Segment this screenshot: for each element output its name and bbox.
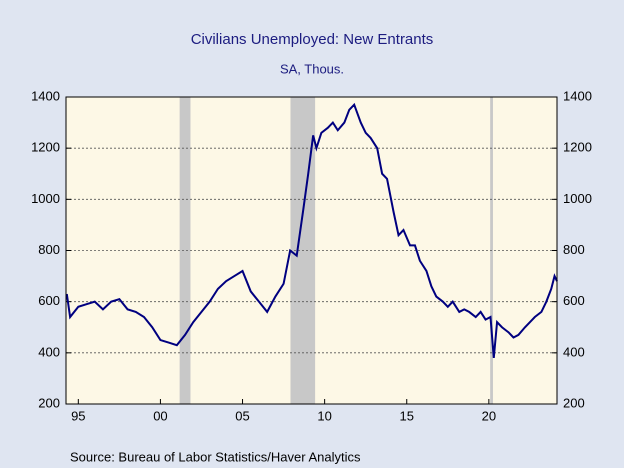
y-tick-label: 1000: [31, 191, 60, 206]
y2-tick-label: 800: [563, 242, 585, 257]
x-tick-label: 15: [400, 408, 414, 423]
y-tick-label: 400: [38, 344, 60, 359]
x-tick-label: 95: [71, 408, 85, 423]
y2-tick-label: 200: [563, 395, 585, 410]
x-tick-label: 00: [153, 408, 167, 423]
source-note: Source: Bureau of Labor Statistics/Haver…: [70, 449, 361, 464]
y2-tick-label: 1200: [563, 140, 592, 155]
x-tick-label: 05: [235, 408, 249, 423]
plot-frame: [65, 96, 558, 405]
y-tick-label: 800: [38, 242, 60, 257]
chart-subtitle: SA, Thous.: [280, 61, 344, 76]
y-tick-label: 200: [38, 395, 60, 410]
recession-band: [179, 97, 191, 404]
y2-tick-label: 600: [563, 293, 585, 308]
x-tick-label: 20: [482, 408, 496, 423]
x-tick-label: 10: [317, 408, 331, 423]
y2-tick-label: 400: [563, 344, 585, 359]
y-tick-label: 1200: [31, 140, 60, 155]
data-line: [65, 102, 558, 359]
y-tick-label: 1400: [31, 88, 60, 103]
y-tick-label: 600: [38, 293, 60, 308]
chart-title: Civilians Unemployed: New Entrants: [191, 31, 434, 48]
y2-tick-label: 1000: [563, 191, 592, 206]
y2-tick-label: 1400: [563, 88, 592, 103]
